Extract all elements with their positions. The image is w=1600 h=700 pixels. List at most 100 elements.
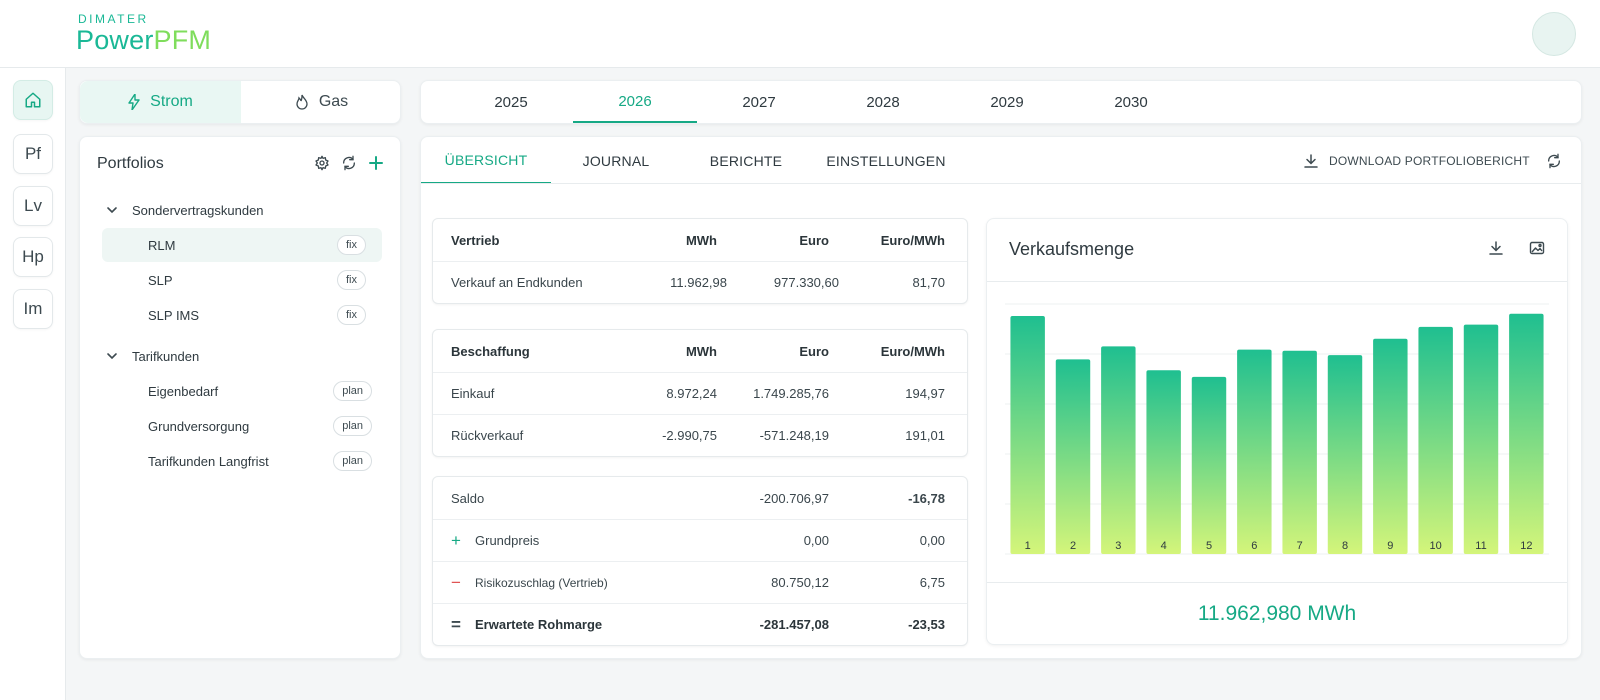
refresh-button[interactable]: [340, 154, 358, 172]
chart-total: 11.962,980 MWh: [1197, 602, 1357, 625]
table-header: Vertrieb MWh Euro Euro/MWh: [433, 219, 967, 261]
year-tab-2030[interactable]: 2030: [1114, 93, 1148, 111]
strom-tab[interactable]: Strom: [80, 81, 241, 123]
refresh-icon: [1547, 153, 1561, 169]
tree-item-label: Tarifkunden Langfrist: [148, 453, 269, 469]
chart-bar-6[interactable]: [1237, 349, 1272, 554]
chart-bar-10[interactable]: [1418, 326, 1453, 554]
bar-label-6: 6: [1251, 540, 1257, 552]
chart-image-button[interactable]: [1528, 239, 1546, 257]
chart-bar-8[interactable]: [1327, 355, 1363, 554]
image-icon: [1529, 241, 1545, 255]
chart-bar-4[interactable]: [1146, 370, 1181, 554]
chevron-down-icon: [107, 353, 117, 360]
tree-item-label: SLP IMS: [148, 307, 200, 323]
cell-euro: -571.248,19: [759, 428, 829, 443]
chart-bar-5[interactable]: [1191, 376, 1227, 554]
cell-euro: 977.330,60: [773, 275, 839, 290]
status-badge: plan: [333, 451, 372, 471]
tree-item-slp[interactable]: SLP fix: [102, 263, 382, 297]
download-report-label: DOWNLOAD PORTFOLIOBERICHT: [1329, 154, 1530, 168]
tree-item-slp-ims[interactable]: SLP IMS fix: [102, 298, 382, 332]
col-header: Vertrieb: [451, 232, 500, 248]
bar-label-10: 10: [1430, 540, 1442, 552]
col-header: MWh: [685, 232, 717, 248]
chart-bar-12[interactable]: [1509, 313, 1544, 554]
commodity-toggle: Strom Gas: [79, 80, 401, 124]
bar-label-7: 7: [1297, 540, 1303, 552]
tree-item-eigenbedarf[interactable]: Eigenbedarf plan: [102, 374, 382, 408]
chart-bar-1[interactable]: [1010, 315, 1045, 554]
brand-top: DIMATER: [78, 12, 149, 26]
table-row: + Grundpreis 0,00 0,00: [433, 519, 967, 561]
tab-berichte[interactable]: BERICHTE: [709, 152, 783, 169]
col-header: Euro: [799, 232, 829, 248]
tree-item-grundversorgung[interactable]: Grundversorgung plan: [102, 409, 382, 443]
chart-bar-11[interactable]: [1463, 324, 1499, 554]
nav-rail: Pf Lv Hp Im: [0, 68, 66, 700]
plus-icon: +: [451, 530, 461, 550]
cell-euro-mwh: -16,78: [908, 490, 945, 506]
nav-lv-button[interactable]: Lv: [13, 186, 53, 226]
col-header: Euro/MWh: [880, 343, 945, 359]
year-tab-2026[interactable]: 2026: [573, 81, 697, 123]
row-label: Saldo: [451, 490, 485, 506]
chart-bar-9[interactable]: [1373, 338, 1408, 554]
cell-euro: 80.750,12: [771, 575, 829, 590]
bar-label-8: 8: [1342, 540, 1348, 552]
gas-tab[interactable]: Gas: [241, 81, 402, 123]
tree-group-sondervertragskunden[interactable]: Sondervertragskunden: [102, 193, 382, 227]
download-report-button[interactable]: DOWNLOAD PORTFOLIOBERICHT: [1303, 151, 1530, 171]
tab-uebersicht[interactable]: ÜBERSICHT: [421, 137, 551, 184]
plus-icon: [369, 156, 383, 170]
status-badge: fix: [337, 235, 366, 255]
year-tab-2028[interactable]: 2028: [866, 93, 900, 111]
nav-home-button[interactable]: [13, 80, 53, 120]
chart-bar-7[interactable]: [1282, 350, 1317, 554]
tree-group-label: Sondervertragskunden: [132, 202, 264, 218]
year-tab-2025[interactable]: 2025: [494, 93, 528, 111]
chart-download-button[interactable]: [1487, 239, 1505, 257]
bar-label-12: 12: [1520, 540, 1532, 552]
portfolios-panel: Portfolios Sondervertragskunden RLM fix …: [79, 136, 401, 659]
brand-logo[interactable]: PowerPFM: [76, 25, 211, 56]
tab-einstellungen[interactable]: EINSTELLUNGEN: [826, 152, 946, 169]
chart-bar-2[interactable]: [1055, 359, 1091, 554]
app-header: DIMATER PowerPFM: [0, 0, 1600, 68]
cell-euro-mwh: 191,01: [905, 428, 945, 443]
row-label: Verkauf an Endkunden: [451, 275, 583, 290]
table-row: − Risikozuschlag (Vertrieb) 80.750,12 6,…: [433, 561, 967, 603]
year-tab-2029[interactable]: 2029: [990, 93, 1024, 111]
chart-title: Verkaufsmenge: [1009, 239, 1135, 259]
tree-item-tarifkunden-langfrist[interactable]: Tarifkunden Langfrist plan: [102, 444, 382, 478]
cell-mwh: 11.962,98: [670, 275, 727, 290]
tree-item-label: Eigenbedarf: [148, 383, 219, 399]
cell-euro-mwh: 6,75: [919, 575, 945, 590]
row-label: Grundpreis: [475, 533, 540, 548]
tree-item-rlm[interactable]: RLM fix: [102, 228, 382, 262]
avatar[interactable]: [1532, 12, 1576, 56]
table-row: Saldo -200.706,97 -16,78: [433, 477, 967, 519]
vertrieb-table: Vertrieb MWh Euro Euro/MWh Verkauf an En…: [432, 218, 968, 304]
col-header: Euro/MWh: [880, 232, 945, 248]
reload-button[interactable]: [1545, 152, 1563, 170]
cell-euro-mwh: 0,00: [919, 533, 945, 548]
add-portfolio-button[interactable]: [367, 154, 385, 172]
nav-pf-button[interactable]: Pf: [13, 134, 53, 174]
settings-button[interactable]: [313, 154, 331, 172]
strom-label: Strom: [150, 93, 193, 110]
tab-journal[interactable]: JOURNAL: [582, 152, 650, 169]
year-tab-2027[interactable]: 2027: [742, 93, 776, 111]
table-row: Verkauf an Endkunden 11.962,98 977.330,6…: [433, 261, 967, 303]
tree-group-tarifkunden[interactable]: Tarifkunden: [102, 339, 382, 373]
status-badge: fix: [337, 305, 366, 325]
chart-bar-3[interactable]: [1101, 346, 1136, 554]
row-label: Einkauf: [451, 386, 495, 401]
chart-header-divider: [987, 281, 1567, 282]
cell-euro-mwh: 81,70: [912, 275, 945, 290]
brand-suffix: PFM: [153, 25, 212, 55]
year-tabs: 2025 2026 2027 2028 2029 2030: [420, 80, 1582, 124]
bar-label-5: 5: [1206, 540, 1212, 552]
nav-hp-button[interactable]: Hp: [13, 237, 53, 277]
nav-im-button[interactable]: Im: [13, 289, 53, 329]
